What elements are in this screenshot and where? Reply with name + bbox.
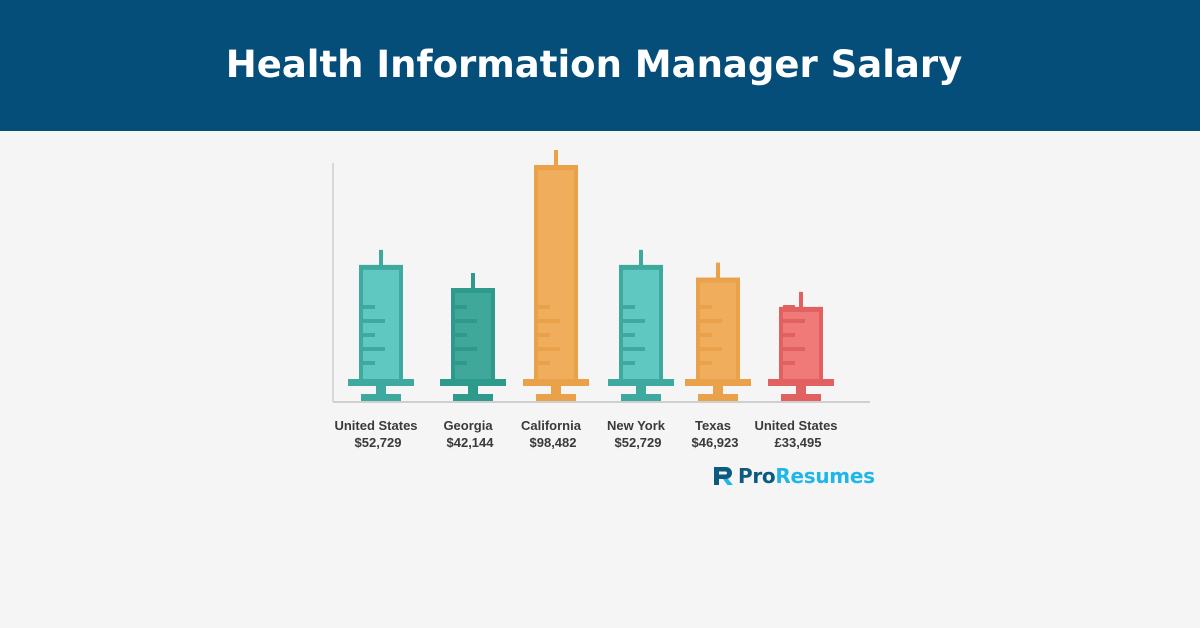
syringe-tick	[538, 347, 560, 351]
syringe-needle	[639, 249, 643, 268]
proresumes-logo-icon	[714, 467, 733, 485]
category-label: United States	[334, 418, 417, 433]
syringe-tick	[623, 305, 635, 309]
syringe-barrel	[359, 265, 403, 385]
syringe-tick	[783, 333, 795, 337]
syringe-tick	[700, 333, 712, 337]
brand-name-part1: Pro	[738, 464, 776, 488]
syringe-needle	[716, 262, 720, 281]
syringe-bar	[685, 262, 751, 401]
syringe-plunger-rod	[713, 386, 723, 396]
syringe-plunger-base	[621, 394, 661, 401]
labels-group: United States $52,729 Georgia $42,144 Califo…	[334, 418, 837, 450]
brand-name-part2: Resumes	[775, 464, 875, 488]
syringe-tick	[455, 333, 467, 337]
syringe-barrel	[696, 278, 740, 385]
syringe-tick	[455, 305, 467, 309]
value-label: $42,144	[447, 435, 495, 450]
syringe-tick	[700, 347, 722, 351]
syringe-tick	[455, 347, 477, 351]
category-label: Texas	[695, 418, 731, 433]
value-label: $52,729	[615, 435, 662, 450]
syringe-needle	[799, 291, 803, 310]
page-title: Health Information Manager Salary	[225, 43, 963, 86]
syringe-bar	[608, 249, 674, 401]
syringe-tick	[623, 347, 645, 351]
category-label: New York	[607, 418, 666, 433]
syringe-needle	[471, 272, 475, 291]
syringe-tick	[363, 333, 375, 337]
syringe-flange	[523, 379, 589, 386]
syringe-flange	[348, 379, 414, 386]
value-label: £33,495	[775, 435, 822, 450]
syringe-plunger-rod	[636, 386, 646, 396]
value-label: $98,482	[530, 435, 577, 450]
syringe-tick	[538, 305, 550, 309]
syringe-tick	[700, 361, 712, 365]
category-label: Georgia	[443, 418, 493, 433]
value-label: $52,729	[355, 435, 402, 450]
value-label: $46,923	[692, 435, 739, 450]
syringe-flange	[608, 379, 674, 386]
salary-chart: United States $52,729 Georgia $42,144 Califo…	[332, 150, 870, 450]
syringe-barrel	[619, 265, 663, 385]
syringe-plunger-base	[536, 394, 576, 401]
syringe-tick	[783, 347, 805, 351]
syringe-tick	[538, 319, 560, 323]
syringe-tick	[363, 305, 375, 309]
syringe-plunger-rod	[551, 386, 561, 396]
syringe-flange	[440, 379, 506, 386]
syringe-flange	[685, 379, 751, 386]
syringe-plunger-base	[698, 394, 738, 401]
syringe-tick	[623, 361, 635, 365]
syringe-tick	[455, 319, 477, 323]
syringe-tick	[455, 361, 467, 365]
category-label: United States	[754, 418, 837, 433]
syringe-tick	[783, 305, 795, 309]
bars-group	[348, 150, 834, 401]
syringe-plunger-base	[361, 394, 401, 401]
syringe-tick	[538, 361, 550, 365]
syringe-tick	[700, 305, 712, 309]
syringe-tick	[538, 333, 550, 337]
syringe-tick	[623, 333, 635, 337]
syringe-plunger-rod	[468, 386, 478, 396]
brand-name: ProResumes	[738, 464, 875, 488]
syringe-plunger-base	[453, 394, 493, 401]
syringe-tick	[363, 347, 385, 351]
syringe-tick	[363, 319, 385, 323]
syringe-bar	[523, 150, 589, 401]
syringe-tick	[783, 319, 805, 323]
title-banner: Health Information Manager Salary	[0, 0, 1200, 131]
syringe-flange	[768, 379, 834, 386]
category-label: California	[521, 418, 582, 433]
syringe-bar	[768, 291, 834, 401]
syringe-needle	[554, 150, 558, 168]
syringe-needle	[379, 249, 383, 268]
syringe-tick	[623, 319, 645, 323]
syringe-bar	[440, 272, 506, 401]
syringe-plunger-rod	[376, 386, 386, 396]
syringe-plunger-base	[781, 394, 821, 401]
syringe-tick	[783, 361, 795, 365]
syringe-plunger-rod	[796, 386, 806, 396]
syringe-tick	[700, 319, 722, 323]
proresumes-logo: ProResumes	[712, 462, 875, 490]
syringe-tick	[363, 361, 375, 365]
syringe-bar	[348, 249, 414, 401]
